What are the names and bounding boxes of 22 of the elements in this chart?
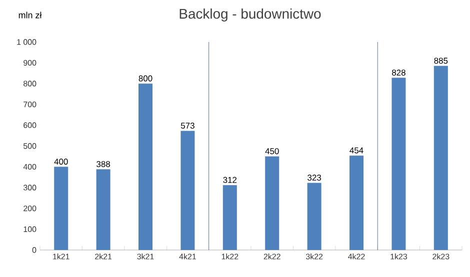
data-label: 400	[54, 158, 68, 165]
bar	[350, 156, 364, 250]
data-label: 885	[434, 58, 448, 64]
data-label: 828	[392, 70, 406, 76]
bar	[222, 185, 237, 250]
y-axis-title: mln zł	[18, 12, 42, 18]
data-label: 450	[265, 148, 279, 154]
data-label: 312	[223, 176, 237, 183]
bar	[180, 130, 195, 250]
bar	[96, 169, 110, 250]
chart-title: Backlog - budownictwo	[180, 8, 321, 22]
bar	[265, 156, 280, 250]
bar	[434, 66, 448, 250]
data-label: 800	[138, 75, 152, 82]
data-label: 323	[308, 174, 322, 181]
data-label: 573	[180, 122, 194, 129]
bar	[138, 84, 153, 250]
bar	[54, 166, 68, 250]
bar	[392, 78, 406, 250]
data-label: 388	[96, 161, 110, 168]
data-label: 454	[350, 147, 364, 154]
bar	[307, 182, 322, 250]
